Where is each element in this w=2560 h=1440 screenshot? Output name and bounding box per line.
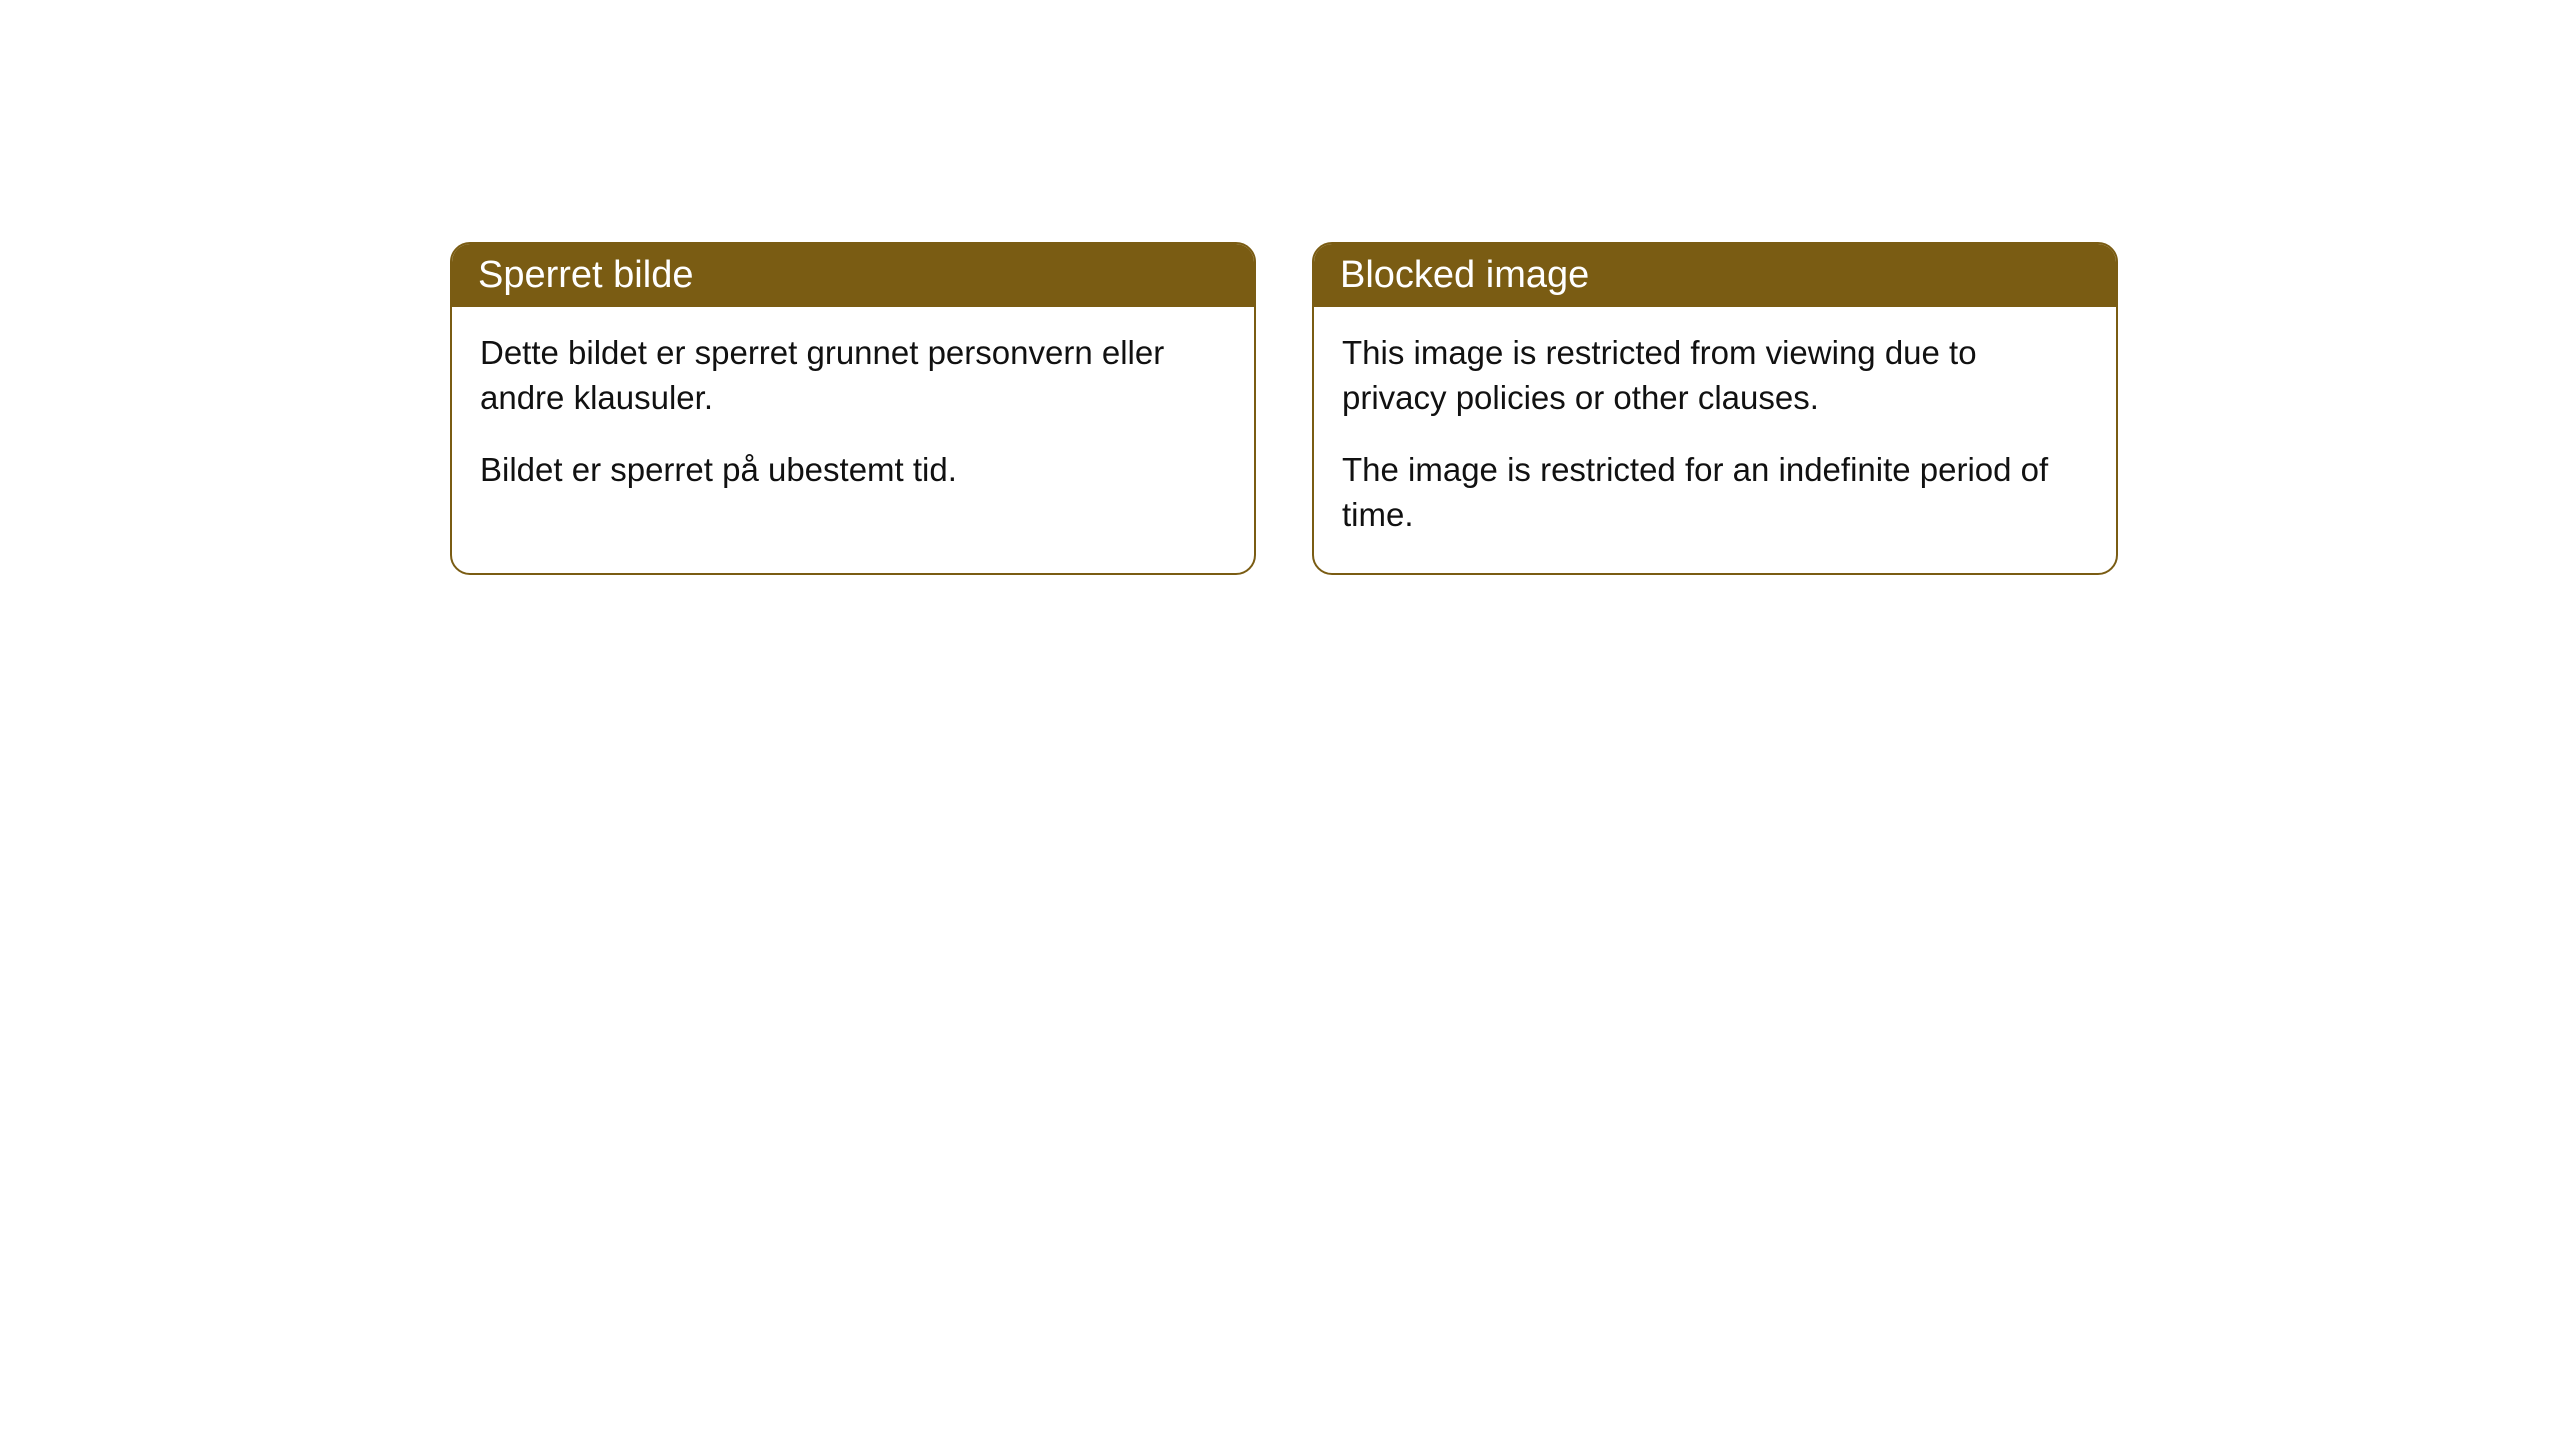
card-body: This image is restricted from viewing du… [1314,307,2116,573]
card-paragraph: Bildet er sperret på ubestemt tid. [480,448,1226,493]
notice-container: Sperret bilde Dette bildet er sperret gr… [0,0,2560,575]
card-body: Dette bildet er sperret grunnet personve… [452,307,1254,529]
card-paragraph: Dette bildet er sperret grunnet personve… [480,331,1226,420]
notice-card-norwegian: Sperret bilde Dette bildet er sperret gr… [450,242,1256,575]
card-paragraph: The image is restricted for an indefinit… [1342,448,2088,537]
notice-card-english: Blocked image This image is restricted f… [1312,242,2118,575]
card-title: Sperret bilde [452,244,1254,307]
card-title: Blocked image [1314,244,2116,307]
card-paragraph: This image is restricted from viewing du… [1342,331,2088,420]
